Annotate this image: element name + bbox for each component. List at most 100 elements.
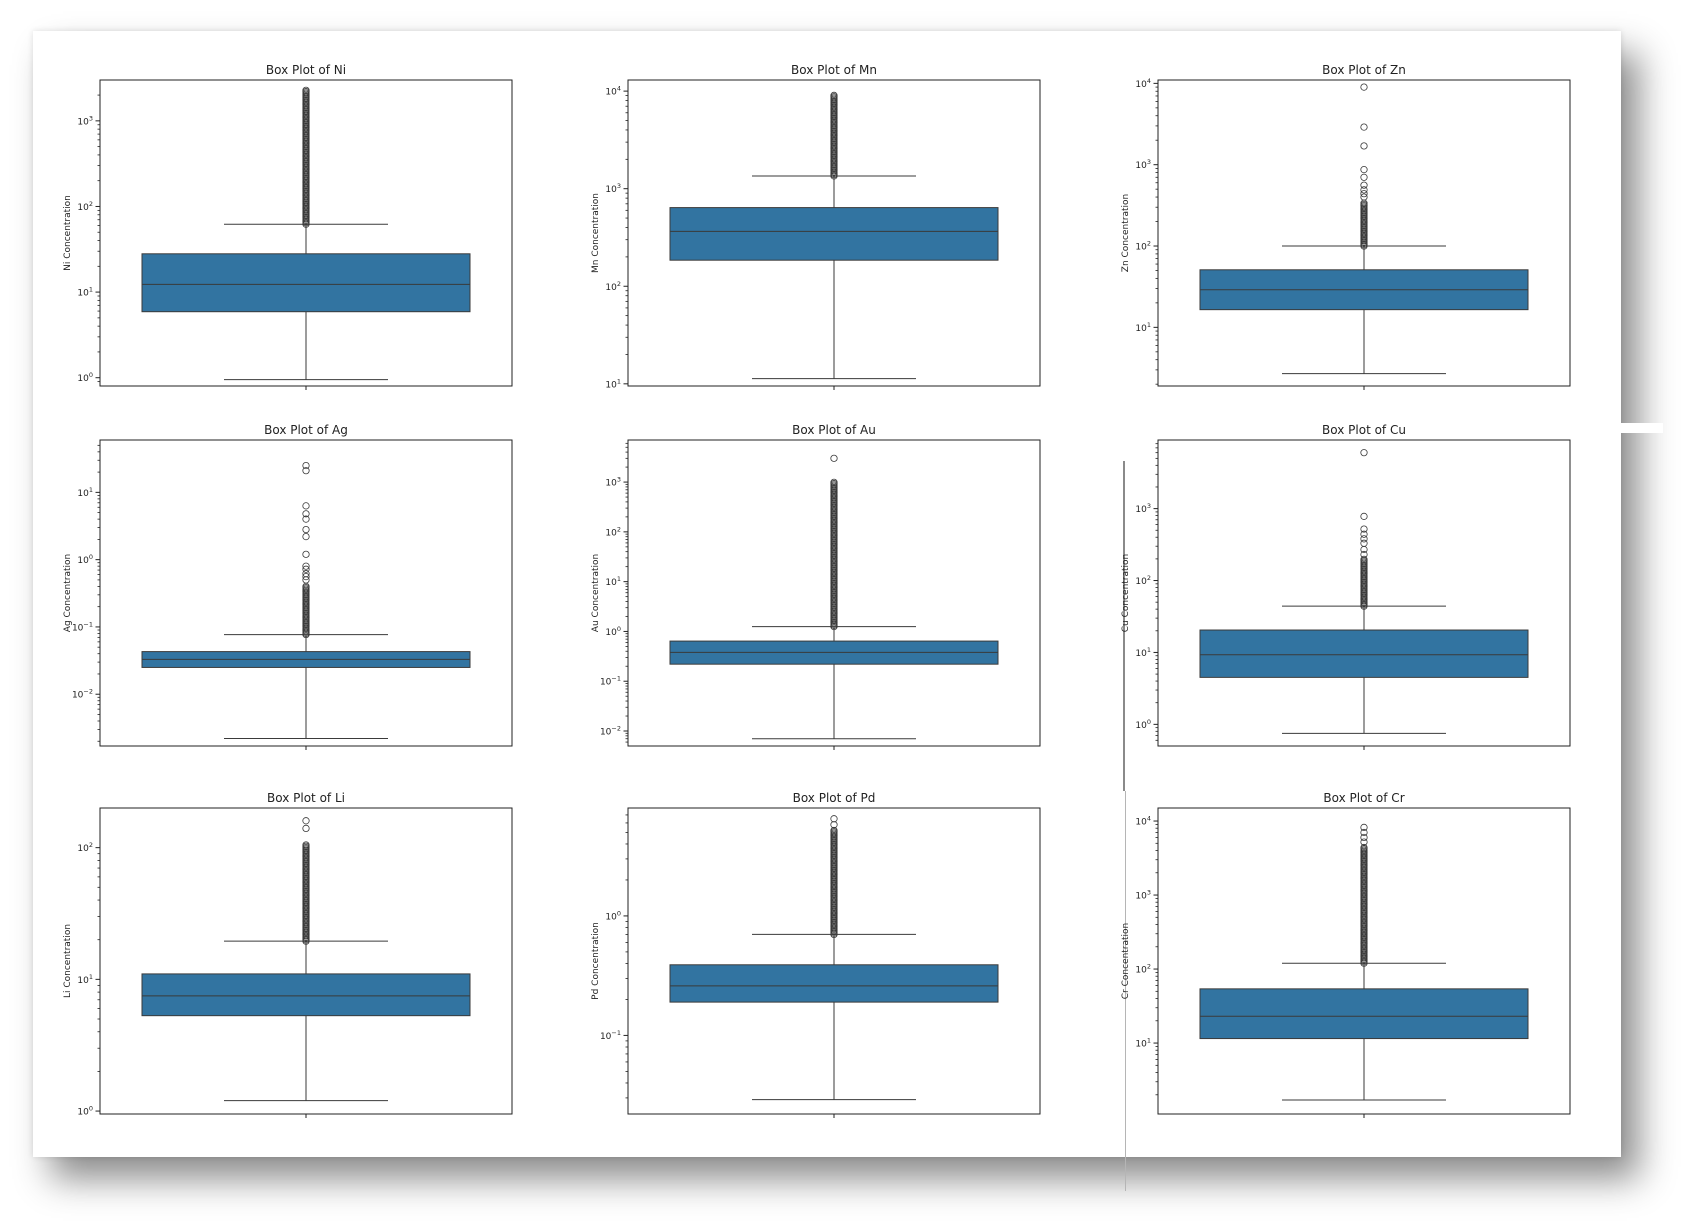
outlier-point — [1360, 181, 1368, 189]
y-tick-label: 100 — [1135, 718, 1151, 731]
y-tick-label: 101 — [77, 973, 93, 986]
y-tick-label: 102 — [1135, 574, 1151, 587]
outlier-point — [1360, 190, 1368, 198]
y-tick-label: 102 — [1135, 240, 1151, 253]
outlier-markers — [1360, 83, 1368, 250]
outlier-point — [830, 478, 838, 486]
outlier-point — [830, 815, 838, 823]
boxplot-li: Box Plot of Li Li Concentration 100 101 102 — [63, 791, 513, 1118]
y-tick-label: 101 — [1135, 321, 1151, 334]
iqr-box — [141, 973, 471, 1017]
y-axis-label: Ag Concentration — [63, 554, 73, 632]
outlier-point — [302, 576, 310, 584]
chart-title: Box Plot of Pd — [793, 791, 876, 805]
y-tick-label: 100 — [77, 371, 93, 384]
y-tick-label: 102 — [605, 525, 621, 538]
y-tick-label: 103 — [1135, 502, 1151, 515]
y-tick-label: 101 — [605, 377, 621, 390]
y-axis-label: Cu Concentration — [1121, 554, 1131, 633]
y-axis-label: Au Concentration — [591, 554, 601, 632]
outlier-point — [302, 824, 310, 833]
outlier-point — [302, 565, 310, 573]
y-tick-label: 10−1 — [600, 675, 621, 688]
y-tick-label: 104 — [605, 85, 621, 98]
iqr-box — [669, 207, 999, 261]
iqr-box — [669, 964, 999, 1003]
y-tick-label: 102 — [77, 841, 93, 854]
y-tick-label: 10−2 — [600, 725, 621, 738]
outlier-point — [302, 461, 310, 470]
boxplot-cu: Box Plot of Cu Cu Concentration 100 101 102 1… — [1121, 423, 1571, 750]
boxplot-pd: Box Plot of Pd Pd Concentration 10−1 100 — [591, 791, 1041, 1118]
iqr-box — [1199, 988, 1529, 1040]
outlier-point — [1360, 186, 1368, 194]
y-tick-label: 103 — [605, 182, 621, 195]
y-tick-label: 101 — [77, 486, 93, 499]
outlier-point — [830, 821, 838, 829]
y-tick-label: 101 — [1135, 1037, 1151, 1050]
outlier-point — [1360, 512, 1368, 520]
outlier-point — [830, 454, 838, 462]
outlier-point — [302, 467, 310, 475]
outlier-markers — [302, 86, 310, 228]
y-tick-label: 102 — [1135, 963, 1151, 976]
y-tick-label: 103 — [1135, 889, 1151, 902]
y-axis-label: Mn Concentration — [591, 193, 601, 273]
outlier-markers — [302, 461, 310, 639]
chart-title: Box Plot of Ag — [264, 423, 348, 437]
outlier-point — [302, 550, 310, 558]
y-axis-label: Zn Concentration — [1121, 194, 1131, 272]
divider-line — [1123, 461, 1125, 791]
outlier-point — [302, 533, 310, 541]
chart-title: Box Plot of Ni — [266, 63, 346, 77]
sheet-gap — [1593, 423, 1663, 433]
y-tick-label: 102 — [605, 280, 621, 293]
outlier-point — [302, 841, 310, 849]
y-tick-label: 10−1 — [72, 620, 93, 633]
iqr-box — [141, 253, 471, 313]
outlier-point — [1360, 545, 1368, 554]
outlier-point — [302, 572, 310, 581]
y-tick-label: 104 — [1135, 815, 1151, 828]
iqr-box — [1199, 629, 1529, 678]
outlier-point — [302, 86, 310, 94]
boxplot-ag: Box Plot of Ag Ag Concentration 10−2 10−1 10… — [63, 423, 513, 750]
y-tick-label: 100 — [77, 553, 93, 566]
y-axis-label: Li Concentration — [63, 924, 73, 998]
outlier-point — [1360, 83, 1368, 91]
outlier-point — [302, 515, 310, 523]
outlier-point — [1360, 173, 1368, 181]
outlier-point — [1360, 555, 1368, 563]
outlier-markers — [830, 815, 838, 939]
chart-title: Box Plot of Au — [792, 423, 876, 437]
outlier-point — [302, 817, 310, 825]
y-tick-label: 101 — [1135, 646, 1151, 659]
y-tick-label: 100 — [77, 1105, 93, 1118]
y-tick-label: 103 — [77, 114, 93, 127]
chart-title: Box Plot of Cu — [1322, 423, 1406, 437]
outlier-point — [1360, 828, 1368, 837]
y-tick-label: 10−2 — [72, 688, 93, 701]
y-axis-label: Pd Concentration — [591, 922, 601, 1000]
outlier-point — [830, 91, 838, 99]
y-tick-label: 104 — [1135, 77, 1151, 90]
outlier-markers — [830, 454, 838, 631]
boxplot-ni: Box Plot of Ni Ni Concentration 100 101 102 1… — [63, 63, 513, 390]
outlier-point — [1360, 525, 1368, 533]
outlier-point — [1360, 449, 1368, 457]
boxplot-zn: Box Plot of Zn Zn Concentration 101 102 103 1… — [1121, 63, 1571, 390]
outlier-point — [1360, 539, 1368, 547]
outlier-point — [1360, 833, 1368, 842]
outlier-point — [830, 826, 838, 835]
y-tick-label: 102 — [77, 200, 93, 213]
outlier-point — [1360, 123, 1368, 131]
chart-title: Box Plot of Zn — [1322, 63, 1406, 77]
outlier-markers — [1360, 449, 1368, 610]
y-tick-label: 101 — [77, 286, 93, 299]
outlier-point — [302, 502, 310, 510]
boxplot-au: Box Plot of Au Au Concentration 10−2 10−1 10… — [591, 423, 1041, 750]
outlier-markers — [302, 817, 310, 945]
outlier-point — [1360, 530, 1368, 538]
outlier-point — [1360, 838, 1368, 846]
y-tick-label: 103 — [605, 476, 621, 489]
